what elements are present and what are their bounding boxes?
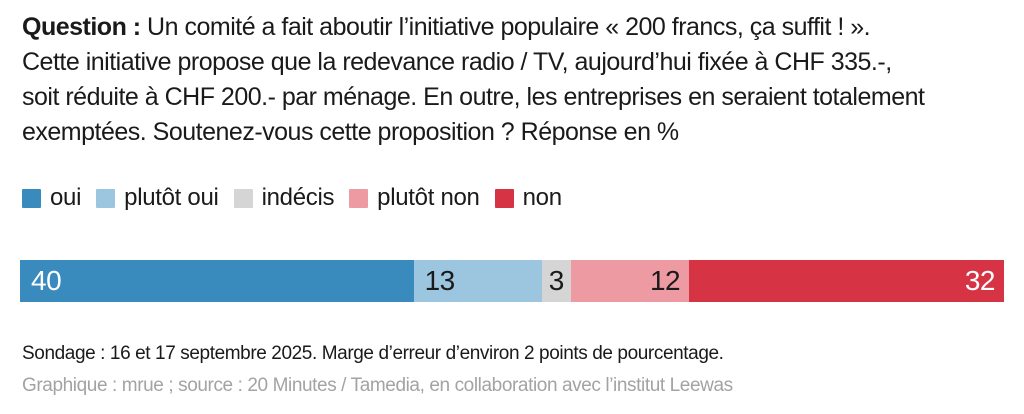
question-line: Question : Un comité a fait aboutir l’in… <box>22 10 1004 45</box>
bar-segment-value: 3 <box>548 265 565 296</box>
legend-label: plutôt oui <box>124 184 219 211</box>
bar-segment-non: 32 <box>689 260 1004 302</box>
bar-segment-value: 32 <box>964 265 996 296</box>
bar-segment-value: 40 <box>31 265 62 296</box>
bar-segment-indécis: 3 <box>541 260 572 302</box>
legend-label: plutôt non <box>377 184 480 211</box>
survey-note: Sondage : 16 et 17 septembre 2025. Marge… <box>22 343 724 364</box>
legend-color-swatch-icon <box>494 188 514 208</box>
question-line-text: Un comité a fait aboutir l’initiative po… <box>140 13 871 41</box>
legend-label: indécis <box>261 184 335 211</box>
bar-segment-value: 13 <box>424 265 456 296</box>
legend-color-swatch-icon <box>349 188 369 208</box>
legend-item-oui: oui <box>22 186 81 210</box>
legend-label: oui <box>50 184 82 211</box>
chart-legend: oui plutôt oui indécis plutôt non non <box>22 186 1004 210</box>
question-text: Question : Un comité a fait aboutir l’in… <box>22 10 1004 150</box>
question-label: Question : <box>22 13 141 41</box>
question-line: exemptées. Soutenez-vous cette propositi… <box>22 118 679 146</box>
question-line: soit réduite à CHF 200.- par ménage. En … <box>22 83 925 111</box>
stacked-bar: 40 13 3 12 32 <box>20 260 1004 302</box>
question-line: Cette initiative propose que la redevanc… <box>22 48 892 76</box>
legend-label: non <box>522 184 562 211</box>
legend-item-indécis: indécis <box>233 184 335 211</box>
legend-color-swatch-icon <box>233 188 253 208</box>
legend-color-swatch-icon <box>96 188 116 208</box>
legend-color-swatch-icon <box>22 188 41 208</box>
source-credit: Graphique : mrue ; source : 20 Minutes /… <box>22 375 733 396</box>
legend-item-non: non <box>494 184 562 211</box>
bar-segment-plutôt-oui: 13 <box>413 260 542 302</box>
bar-segment-plutôt-non: 12 <box>571 260 690 302</box>
legend-item-plutôt-non: plutôt non <box>349 184 480 211</box>
legend-item-plutôt-oui: plutôt oui <box>96 184 219 211</box>
bar-segment-value: 12 <box>649 265 681 296</box>
bar-segment-oui: 40 <box>20 260 414 302</box>
